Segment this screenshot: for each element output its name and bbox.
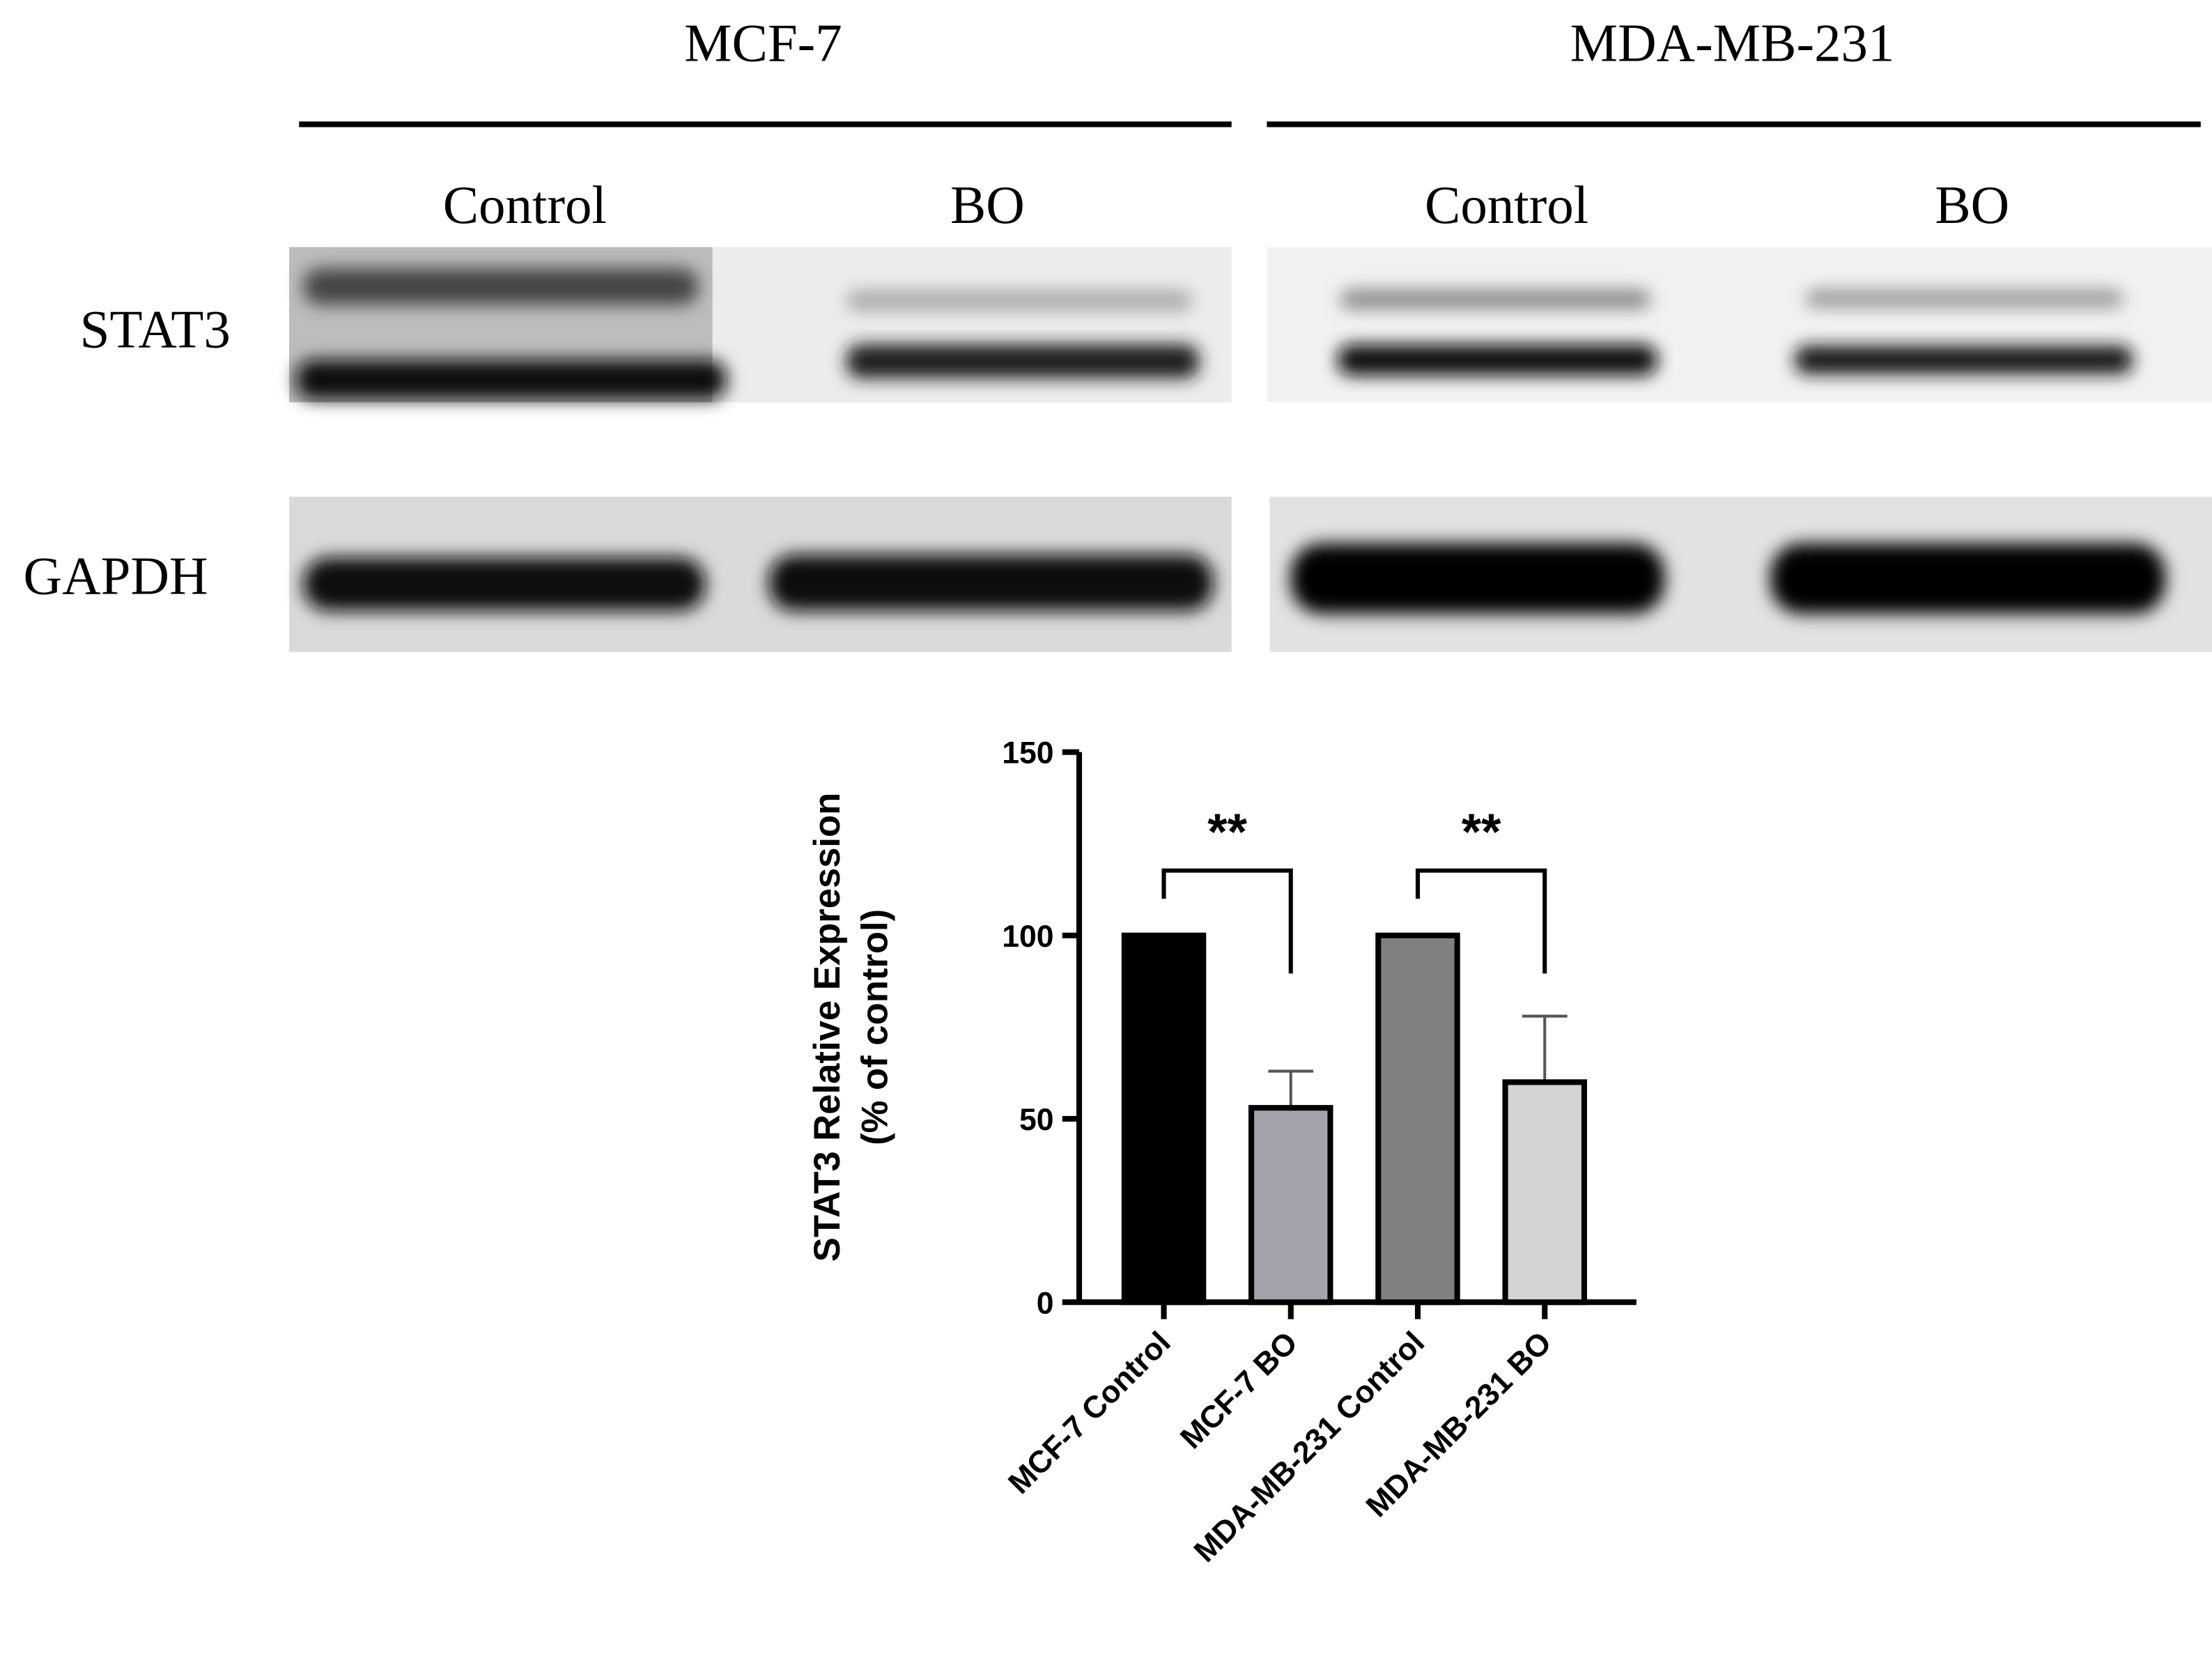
x-tick-label: MCF-7 Control xyxy=(1002,1325,1177,1501)
condition-label: BO xyxy=(1935,175,2009,235)
bar xyxy=(1502,1079,1587,1306)
blot-gapdh-left xyxy=(289,497,1232,652)
y-tick-label: 100 xyxy=(1002,920,1053,954)
y-tick-label: 0 xyxy=(1037,1286,1054,1320)
blot-stat3-right xyxy=(1267,247,2212,403)
significance-bracket xyxy=(1161,868,1293,974)
y-tick-label: 150 xyxy=(1002,736,1053,771)
x-tick-label: MDA-MB-231 Control xyxy=(1188,1325,1432,1569)
condition-label: Control xyxy=(1425,175,1588,235)
cell-line-label: MDA-MB-231 xyxy=(1570,13,1895,72)
blot-gapdh-right xyxy=(1269,497,2212,652)
protein-label: STAT3 xyxy=(80,299,231,359)
significance-label: ** xyxy=(1462,804,1501,860)
bar xyxy=(1248,1105,1333,1306)
bar-chart: 0 50 100 150 STAT3 Relative Expression (% of … xyxy=(807,736,1637,1569)
condition-label: BO xyxy=(950,175,1025,235)
y-axis-label: (% of control) xyxy=(855,909,896,1145)
cell-line-label: MCF-7 xyxy=(684,13,842,72)
blot-stat3-left xyxy=(289,247,1232,403)
y-tick-label: 50 xyxy=(1019,1103,1054,1137)
protein-label: GAPDH xyxy=(24,546,208,606)
bar xyxy=(1121,932,1207,1306)
condition-label: Control xyxy=(443,175,607,235)
bar xyxy=(1375,932,1460,1306)
x-tick-label: MCF-7 BO xyxy=(1174,1325,1304,1455)
significance-bracket xyxy=(1415,868,1547,974)
significance-label: ** xyxy=(1207,804,1247,860)
y-axis-label: STAT3 Relative Expression xyxy=(807,793,848,1262)
